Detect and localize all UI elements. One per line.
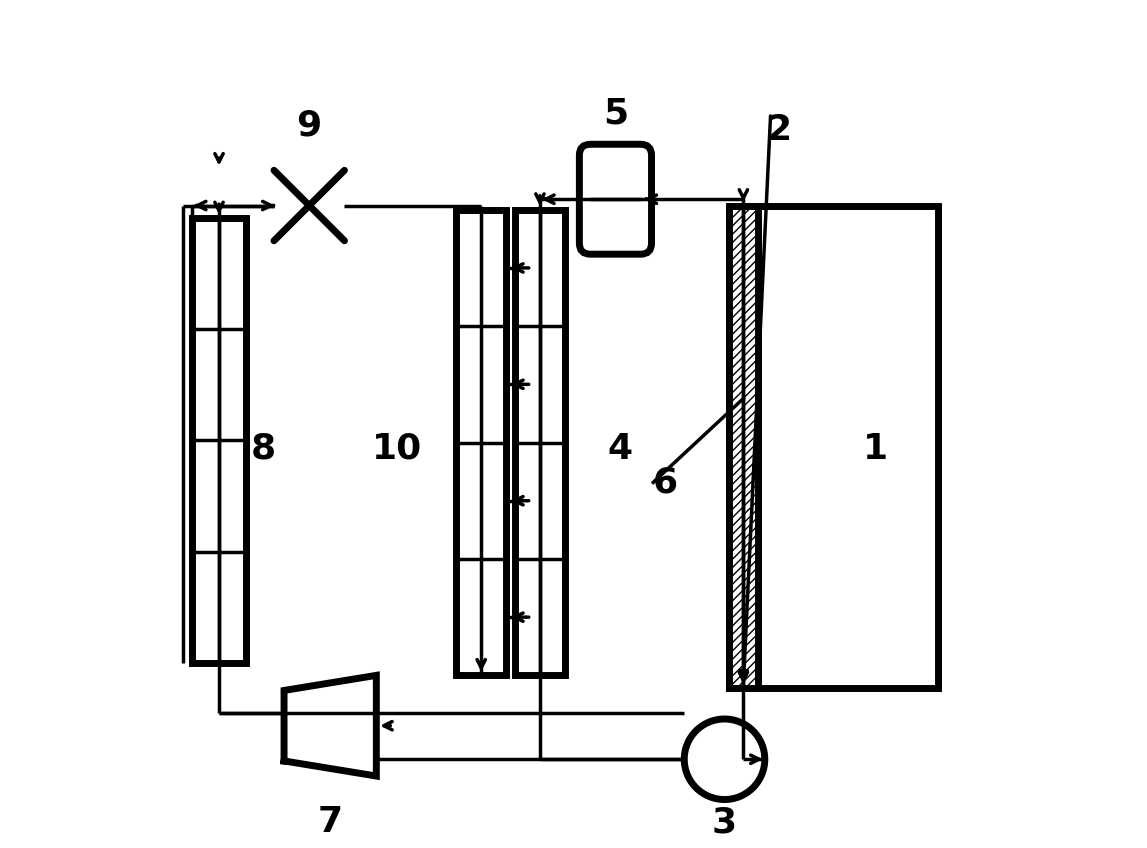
Text: 10: 10 xyxy=(372,432,422,466)
Text: 6: 6 xyxy=(654,466,678,499)
Bar xyxy=(515,209,565,675)
Text: 7: 7 xyxy=(318,806,343,840)
Circle shape xyxy=(685,719,765,800)
Bar xyxy=(192,218,247,663)
Bar xyxy=(457,209,506,675)
Polygon shape xyxy=(284,675,376,776)
Text: 3: 3 xyxy=(712,806,738,840)
Text: 5: 5 xyxy=(603,96,629,131)
Text: 1: 1 xyxy=(863,432,888,466)
Text: 9: 9 xyxy=(297,109,322,142)
Text: 4: 4 xyxy=(607,432,632,466)
Text: 2: 2 xyxy=(766,113,791,147)
FancyBboxPatch shape xyxy=(579,144,651,254)
Text: 8: 8 xyxy=(250,432,275,466)
Bar xyxy=(728,205,758,688)
Bar xyxy=(758,205,938,688)
Bar xyxy=(728,205,758,688)
